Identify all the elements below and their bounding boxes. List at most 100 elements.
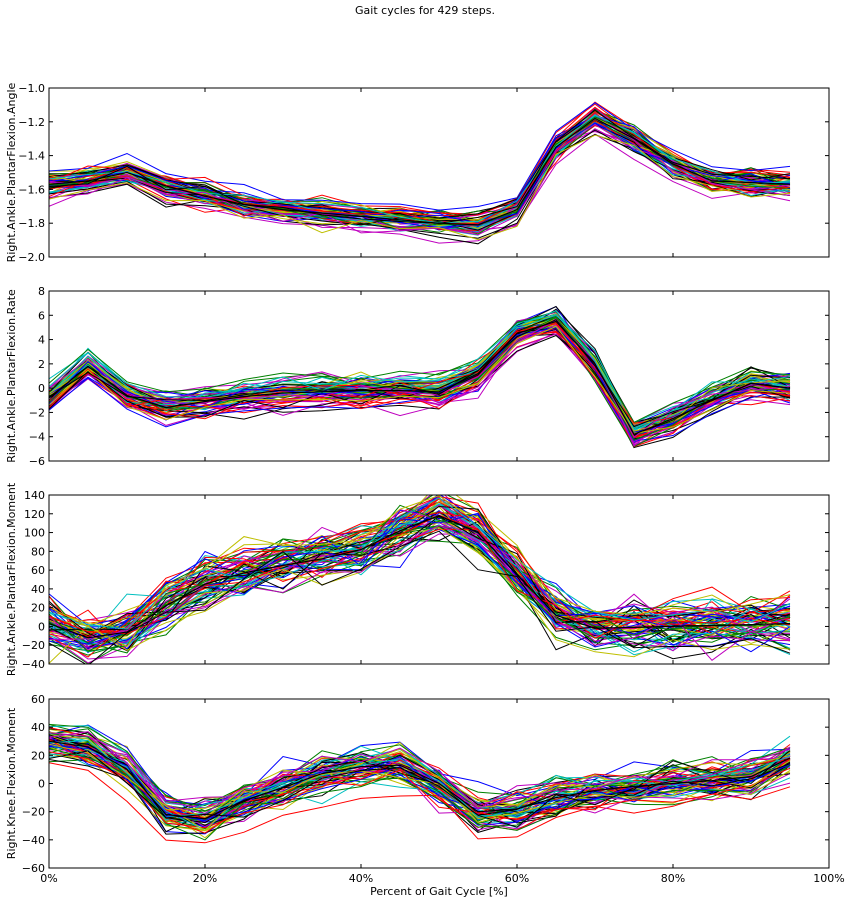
y-tick-label: 120 <box>24 508 45 521</box>
y-tick-label: 4 <box>38 334 45 347</box>
y-axis-label: Right.Ankle.PlantarFlexion.Rate <box>5 289 18 463</box>
x-tick-label: 40% <box>349 872 373 885</box>
y-tick-label: 2 <box>38 358 45 371</box>
trace-line <box>49 122 791 229</box>
trace-line <box>49 495 791 629</box>
y-tick-label: −1.6 <box>18 183 45 196</box>
trace-line <box>49 723 791 822</box>
y-tick-label: −20 <box>22 639 45 652</box>
trace-line <box>49 739 791 833</box>
panel-4: −60 −40 −20 0 20 40 60 0% 20% 40% 60% 80% 100% Right.… <box>5 693 845 885</box>
trace-line <box>49 512 791 648</box>
y-tick-label: −2 <box>29 406 45 419</box>
x-tick-label: 20% <box>193 872 217 885</box>
trace-line <box>49 497 791 630</box>
panel-1: −2.0 −1.8 −1.6 −1.4 −1.2 −1.0Right.Ankle.Plan… <box>5 82 830 264</box>
trace-line <box>49 328 791 449</box>
trace-line <box>49 524 791 656</box>
y-tick-label: 8 <box>38 285 45 298</box>
y-tick-label: 80 <box>31 545 45 558</box>
x-axis-label: Percent of Gait Cycle [%] <box>370 885 508 898</box>
axes-frame <box>48 494 830 665</box>
y-tick-label: 0 <box>38 382 45 395</box>
trace-line <box>49 495 791 648</box>
y-tick-label: −6 <box>29 455 45 468</box>
series-traces <box>49 101 791 245</box>
y-tick-label: −60 <box>22 862 45 875</box>
panel-2: −6 −4 −2 0 2 4 6 8 Right.Ankle.PlantarFlexion.Ra… <box>5 285 830 468</box>
panel-3: −40 −20 0 20 40 60 80 100 120 140 Right.Ankle.Plan… <box>5 482 830 676</box>
trace-line <box>49 324 791 442</box>
y-tick-label: 0 <box>38 778 45 791</box>
series-traces <box>49 305 791 449</box>
y-tick-label: 20 <box>31 749 45 762</box>
y-tick-label: −1.4 <box>18 150 45 163</box>
chart-panels: −2.0−1.8−1.6−1.4−1.2−1.0Right.Ankle.Plan… <box>5 82 845 885</box>
x-tick-label: 60% <box>505 872 529 885</box>
y-tick-label: −40 <box>22 834 45 847</box>
trace-line <box>49 318 791 447</box>
trace-line <box>49 504 791 652</box>
trace-line <box>49 530 791 664</box>
trace-line <box>49 319 791 428</box>
trace-line <box>49 750 791 828</box>
x-tick-label: 0% <box>40 872 57 885</box>
mean-trace-line <box>49 740 791 820</box>
mean-trace-line <box>49 117 791 226</box>
trace-line <box>49 743 791 832</box>
y-tick-label: −40 <box>22 658 45 671</box>
trace-line <box>49 325 791 434</box>
y-tick-label: 40 <box>31 583 45 596</box>
trace-line <box>49 333 791 446</box>
series-traces <box>49 723 791 844</box>
y-tick-label: −2.0 <box>18 251 45 264</box>
y-tick-label: 6 <box>38 309 45 322</box>
y-axis-label: Right.Ankle.PlantarFlexion.Moment <box>5 482 18 676</box>
trace-line <box>49 527 791 664</box>
trace-line <box>49 310 791 429</box>
trace-line <box>49 732 791 834</box>
trace-line <box>49 314 791 432</box>
y-tick-label: −4 <box>29 431 45 444</box>
trace-line <box>49 311 791 424</box>
trace-line <box>49 739 791 831</box>
trace-line <box>49 320 791 438</box>
trace-line <box>49 739 791 819</box>
y-tick-label: −1.0 <box>18 82 45 95</box>
y-tick-label: 60 <box>31 564 45 577</box>
trace-line <box>49 134 791 241</box>
trace-line <box>49 731 791 821</box>
trace-line <box>49 515 791 648</box>
axes-frame <box>48 290 830 462</box>
trace-line <box>49 109 791 224</box>
y-tick-label: 140 <box>24 489 45 502</box>
trace-line <box>49 114 791 224</box>
y-axis-label: Right.Ankle.PlantarFlexion.Angle <box>5 82 18 262</box>
trace-line <box>49 102 791 211</box>
trace-line <box>49 114 791 219</box>
trace-line <box>49 751 791 829</box>
series-traces <box>49 495 791 664</box>
figure-title: Gait cycles for 429 steps. <box>355 4 495 17</box>
y-tick-label: −1.8 <box>18 217 45 230</box>
trace-line <box>49 748 791 841</box>
x-tick-label: 80% <box>661 872 685 885</box>
y-tick-label: 40 <box>31 721 45 734</box>
trace-line <box>49 498 791 636</box>
y-tick-label: 0 <box>38 620 45 633</box>
mean-trace-line <box>49 320 791 436</box>
trace-line <box>49 734 791 824</box>
y-tick-label: −20 <box>22 806 45 819</box>
y-tick-label: 20 <box>31 602 45 615</box>
trace-line <box>49 133 791 244</box>
trace-line <box>49 512 791 633</box>
y-tick-label: 60 <box>31 693 45 706</box>
trace-line <box>49 115 791 224</box>
trace-line <box>49 524 791 656</box>
y-tick-label: 100 <box>24 527 45 540</box>
mean-trace-line <box>49 515 791 639</box>
y-axis-label: Right.Knee.Flexion.Moment <box>5 707 18 859</box>
x-tick-label: 100% <box>813 872 844 885</box>
y-tick-label: −1.2 <box>18 116 45 129</box>
